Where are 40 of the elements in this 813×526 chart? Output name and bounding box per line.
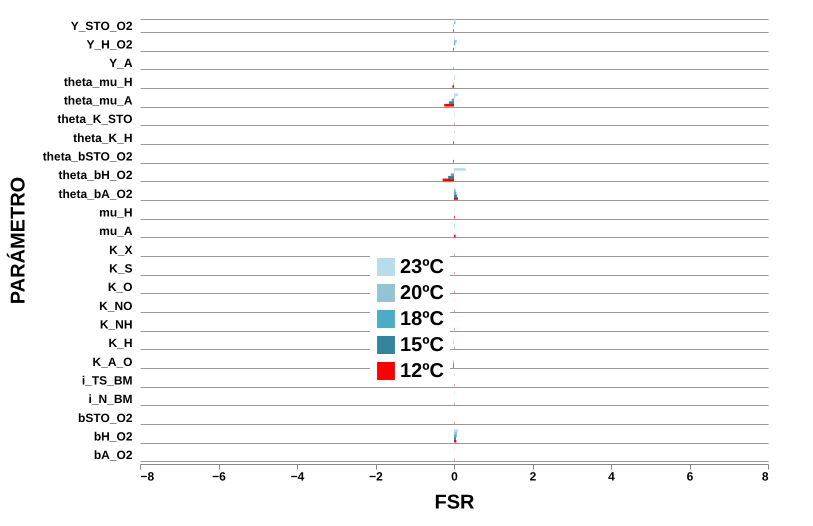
legend-label: 15ºC xyxy=(400,334,444,356)
x-tick-label: −6 xyxy=(212,470,226,484)
y-tick-label: K_O xyxy=(108,280,132,294)
legend-label: 20ºC xyxy=(400,282,444,304)
y-tick-label: theta_mu_H xyxy=(64,74,132,89)
y-tick-label: K_H xyxy=(108,336,132,350)
y-tick-label: bSTO_O2 xyxy=(78,410,133,425)
x-tick-label: 4 xyxy=(608,470,616,484)
x-tick-label: −4 xyxy=(290,470,305,484)
y-tick-label: i_TS_BM xyxy=(82,374,132,388)
y-tick-label: theta_bSTO_O2 xyxy=(42,150,133,164)
x-tick-label: 8 xyxy=(762,470,769,484)
y-tick-label: K_NO xyxy=(99,298,132,313)
x-tick-label: 0 xyxy=(451,470,458,484)
y-tick-label: Y_A xyxy=(109,56,133,70)
x-tick-label: −2 xyxy=(369,470,384,484)
x-tick-label: −8 xyxy=(140,470,155,484)
x-tick-label: 2 xyxy=(530,470,537,484)
y-tick-label: theta_bA_O2 xyxy=(58,186,133,201)
y-tick-label: theta_bH_O2 xyxy=(58,168,133,182)
y-tick-label: theta_K_STO xyxy=(57,112,132,126)
x-axis-title: FSR xyxy=(434,492,476,514)
x-tick-label: 6 xyxy=(686,470,694,484)
y-tick-label: bA_O2 xyxy=(94,448,133,462)
y-tick-label: Y_STO_O2 xyxy=(70,18,133,33)
y-tick-label: theta_K_H xyxy=(73,130,132,145)
y-tick-label: K_A_O xyxy=(92,354,132,369)
y-axis-title: PARÁMETRO xyxy=(6,176,30,304)
y-tick-label: mu_H xyxy=(99,206,132,220)
y-tick-label: K_X xyxy=(109,242,132,257)
y-tick-label: K_S xyxy=(109,262,132,276)
legend-label: 23ºC xyxy=(400,256,444,278)
y-tick-label: theta_mu_A xyxy=(64,94,133,108)
y-tick-label: Y_H_O2 xyxy=(86,38,133,52)
legend-label: 12ºC xyxy=(400,360,444,382)
y-tick-label: bH_O2 xyxy=(94,430,133,444)
y-tick-label: K_NH xyxy=(100,318,132,332)
y-tick-label: i_N_BM xyxy=(88,392,132,406)
y-tick-label: mu_A xyxy=(99,224,133,238)
legend-label: 18ºC xyxy=(400,308,444,330)
